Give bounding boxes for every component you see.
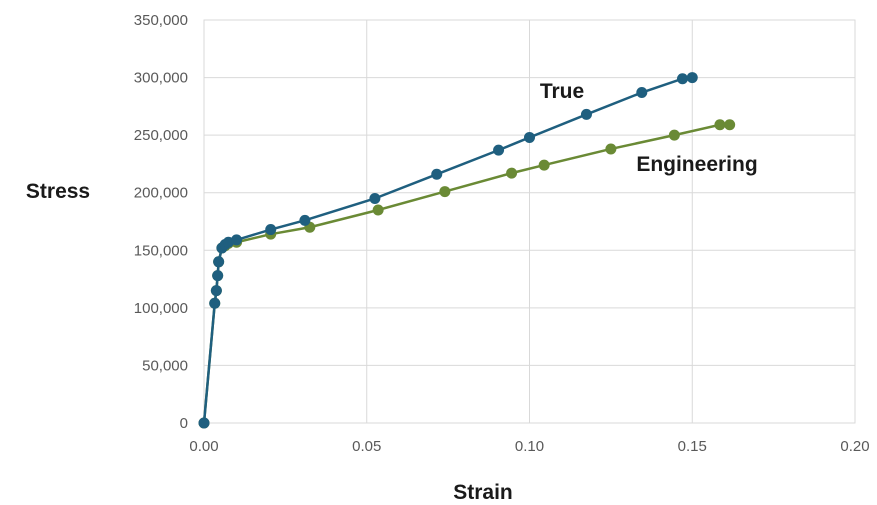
data-point-true [210,285,222,297]
data-point-true [212,270,224,282]
data-point-true [299,214,311,226]
data-point-true [369,192,381,204]
series-true [198,72,698,429]
y-tick-label: 50,000 [142,357,188,374]
x-tick-label: 0.00 [189,438,218,455]
x-tick-label: 0.10 [515,438,544,455]
data-point-true [686,72,698,84]
data-point-engineering [538,159,550,171]
data-point-engineering [506,167,518,179]
y-tick-label: 0 [180,415,188,432]
data-point-true [231,234,243,246]
data-point-true [265,224,277,236]
plot-area-frame [203,19,856,424]
data-point-true [524,131,535,143]
data-point-true [198,417,210,429]
data-point-engineering [724,119,736,131]
data-point-engineering [605,143,617,155]
data-point-engineering [372,204,384,216]
y-axis-title: Stress [26,180,90,203]
data-point-true [636,87,648,99]
x-tick-label: 0.20 [840,438,869,455]
y-tick-label: 200,000 [134,185,188,202]
y-tick-label: 350,000 [134,12,188,29]
x-axis-title: Strain [453,481,513,504]
data-point-true [580,108,592,120]
data-point-engineering [439,186,451,198]
y-tick-label: 250,000 [134,127,188,144]
data-point-true [493,144,505,156]
series-layer [198,72,736,429]
data-point-true [676,73,688,85]
series-label-true: True [540,80,584,103]
data-point-true [431,168,443,180]
x-tick-label: 0.05 [352,438,381,455]
data-point-true [209,297,221,309]
data-point-true [213,256,225,268]
data-point-engineering [714,119,726,131]
y-tick-label: 100,000 [134,300,188,317]
tick-labels: 0 50,000 100,000 150,000 200,000 250,000 300,0… [134,12,870,455]
data-point-engineering [668,129,680,141]
x-tick-label: 0.15 [678,438,707,455]
series-label-engineering: Engineering [636,153,757,176]
y-tick-label: 150,000 [134,242,188,259]
y-tick-label: 300,000 [134,70,188,87]
